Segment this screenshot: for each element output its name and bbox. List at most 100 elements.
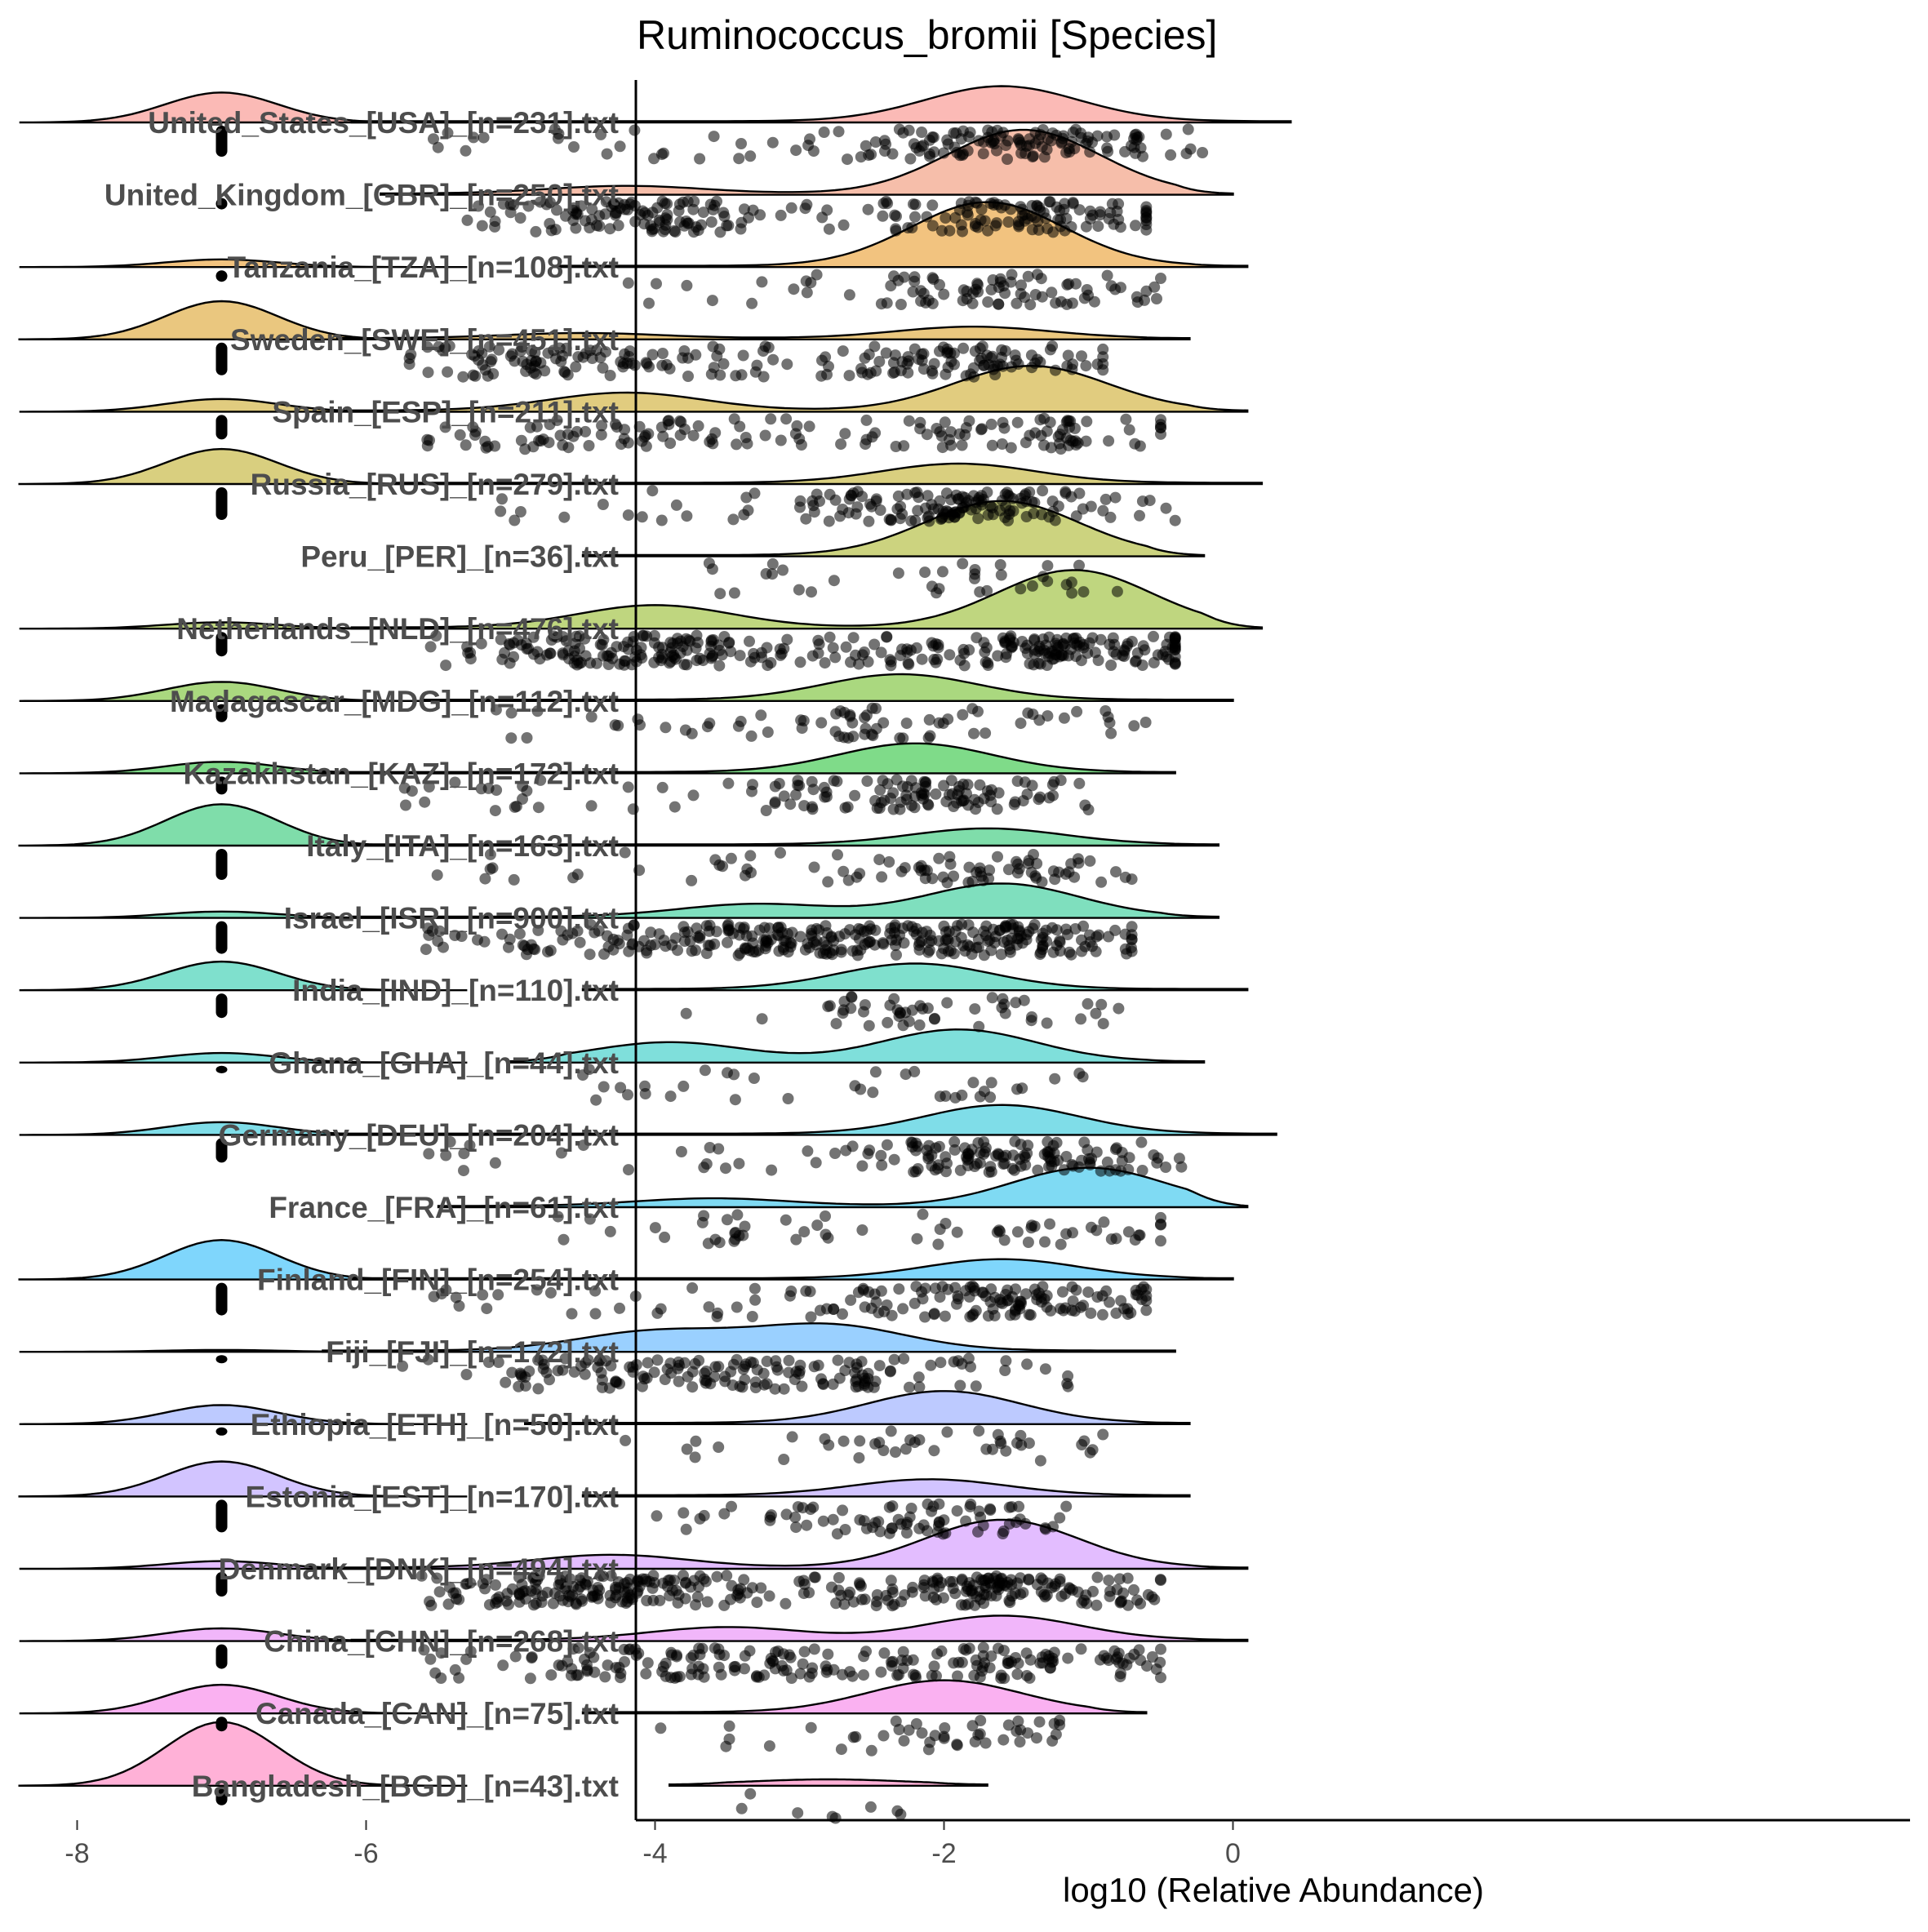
data-point: [884, 1366, 896, 1378]
data-point: [1015, 1588, 1027, 1601]
data-point: [734, 1592, 746, 1604]
data-point: [1130, 1289, 1142, 1301]
data-point: [949, 1281, 962, 1294]
zero-points-germany: [215, 1138, 228, 1163]
data-point: [833, 731, 846, 743]
data-point: [1101, 131, 1113, 143]
data-point: [420, 944, 432, 956]
data-point: [1050, 297, 1062, 309]
data-point: [1024, 1654, 1037, 1666]
data-point: [557, 439, 569, 451]
data-point: [529, 347, 541, 358]
data-point: [943, 788, 955, 801]
data-point: [862, 368, 873, 380]
data-point: [1035, 934, 1047, 946]
data-point: [677, 1507, 690, 1519]
data-point: [1024, 1672, 1036, 1684]
data-point: [926, 220, 939, 232]
data-point: [875, 298, 887, 310]
data-point: [718, 1508, 731, 1520]
data-point: [680, 215, 692, 227]
data-point: [457, 371, 469, 383]
data-point: [1077, 1071, 1089, 1083]
data-point: [1022, 1139, 1034, 1152]
data-point: [806, 924, 818, 936]
data-point: [731, 438, 743, 451]
data-point: [492, 1357, 504, 1368]
data-point: [709, 854, 722, 866]
data-point: [1033, 1716, 1046, 1728]
data-point: [1026, 1219, 1037, 1232]
data-point: [1046, 127, 1059, 140]
data-point: [571, 868, 584, 881]
data-point: [780, 413, 793, 425]
data-point: [860, 438, 872, 451]
data-point: [1005, 203, 1017, 215]
data-point: [886, 1309, 898, 1321]
data-point: [1151, 293, 1162, 304]
data-point: [782, 1093, 794, 1104]
data-point: [489, 1157, 501, 1169]
data-point: [851, 1358, 863, 1370]
data-point: [1034, 1657, 1046, 1669]
data-point: [734, 650, 746, 662]
data-point: [504, 657, 516, 669]
data-point: [818, 127, 830, 138]
data-point: [660, 1657, 672, 1669]
data-point: [995, 569, 1007, 581]
data-point: [666, 1649, 677, 1661]
data-point: [442, 366, 454, 378]
data-point: [951, 1226, 963, 1238]
x-axis-ticks: -8 -6 -4 -2 0: [64, 1820, 1241, 1869]
data-point: [811, 1219, 824, 1232]
data-point: [1084, 213, 1096, 224]
data-point: [1070, 123, 1082, 135]
data-point: [830, 708, 842, 720]
data-point: [900, 1068, 912, 1081]
data-point: [1120, 413, 1132, 425]
data-point: [637, 629, 649, 642]
data-point: [1020, 934, 1033, 946]
data-point: [893, 1283, 905, 1295]
data-point: [1032, 1164, 1044, 1176]
data-point: [819, 657, 831, 669]
data-point: [478, 131, 490, 144]
data-point: [1009, 796, 1021, 808]
data-point: [1126, 945, 1138, 957]
data-point: [1031, 858, 1043, 869]
data-point: [849, 789, 861, 802]
data-point: [1005, 442, 1017, 454]
data-point: [1049, 1580, 1061, 1592]
data-point: [531, 705, 544, 717]
data-point: [531, 1574, 544, 1586]
data-point: [1028, 1283, 1041, 1295]
data-point: [693, 1660, 704, 1672]
data-point: [889, 922, 901, 934]
data-point: [913, 353, 925, 366]
data-point: [721, 1570, 733, 1582]
data-point: [765, 657, 777, 668]
data-point: [673, 1375, 685, 1388]
data-point: [1033, 793, 1045, 806]
data-point: [966, 1309, 979, 1321]
data-point: [991, 217, 1002, 229]
data-point: [803, 941, 815, 953]
data-point: [524, 1672, 536, 1685]
data-point: [589, 1308, 602, 1320]
data-point: [1015, 583, 1027, 595]
zero-density-india: [19, 960, 468, 992]
data-point: [838, 1598, 851, 1610]
density-madagascar: [423, 673, 1234, 702]
data-point: [594, 1570, 606, 1582]
data-point: [931, 1648, 944, 1660]
data-point: [982, 657, 993, 669]
data-point: [897, 780, 908, 793]
data-point: [514, 212, 526, 224]
data-point: [948, 1657, 960, 1669]
data-point: [936, 566, 948, 578]
data-point: [461, 641, 473, 653]
data-point: [718, 1599, 731, 1611]
data-point: [651, 278, 662, 290]
data-point: [628, 919, 640, 931]
data-point: [1055, 220, 1067, 233]
